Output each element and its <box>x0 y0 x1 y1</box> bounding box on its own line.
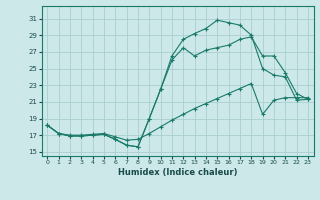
X-axis label: Humidex (Indice chaleur): Humidex (Indice chaleur) <box>118 168 237 177</box>
